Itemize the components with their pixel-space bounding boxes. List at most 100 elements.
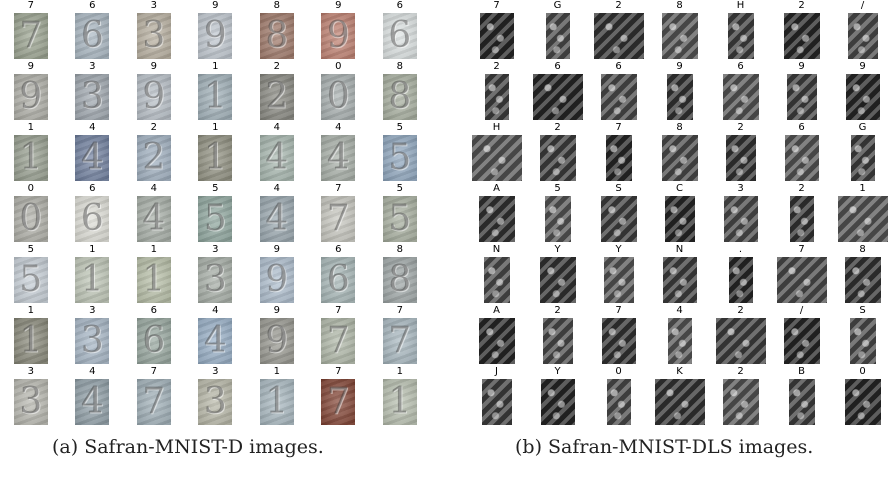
dls-cell: 2 [710, 122, 771, 183]
dls-label: 7 [493, 0, 500, 11]
d-label: 8 [273, 0, 280, 11]
dls-label: . [738, 244, 743, 255]
dls-image [539, 135, 576, 181]
d-image: 1 [198, 135, 233, 181]
dls-label: 6 [615, 61, 622, 72]
dls-image [845, 74, 880, 120]
dls-image [478, 318, 515, 364]
d-label: 5 [396, 122, 403, 133]
dls-cell: H [466, 122, 527, 183]
d-image: 6 [382, 13, 417, 59]
dls-cell: 6 [527, 61, 588, 122]
dls-cell: . [710, 244, 771, 305]
dls-cell: 9 [771, 61, 832, 122]
d-label: 1 [212, 122, 219, 133]
d-label: 9 [273, 305, 280, 316]
d-label: 2 [150, 122, 157, 133]
dls-image [600, 196, 637, 242]
d-image: 4 [136, 196, 171, 242]
dls-cell: S [832, 305, 893, 366]
d-engraved-digit: 7 [326, 381, 350, 422]
dls-label: 0 [615, 366, 622, 377]
dls-image [723, 196, 758, 242]
d-image: 1 [136, 257, 171, 303]
dls-cell: Y [527, 244, 588, 305]
d-engraved-digit: 1 [388, 381, 412, 422]
d-label: 6 [89, 183, 96, 194]
dls-image [850, 135, 875, 181]
d-label: 0 [335, 61, 342, 72]
d-engraved-digit: 7 [388, 320, 412, 361]
d-engraved-digit: 7 [326, 320, 350, 361]
d-image: 6 [75, 13, 110, 59]
d-label: 7 [150, 366, 157, 377]
d-engraved-digit: 2 [142, 137, 166, 178]
d-image: 7 [321, 318, 356, 364]
dls-label: N [492, 244, 501, 255]
dls-image [666, 74, 693, 120]
d-label: 9 [150, 61, 157, 72]
dls-label: 2 [615, 0, 622, 11]
d-label: 8 [396, 244, 403, 255]
dls-image [725, 135, 756, 181]
d-label: 6 [396, 0, 403, 11]
d-image: 5 [382, 135, 417, 181]
d-image: 8 [382, 257, 417, 303]
dls-cell: N [649, 244, 710, 305]
dls-label: B [798, 366, 805, 377]
d-engraved-digit: 8 [388, 259, 412, 300]
d-label: 4 [89, 122, 96, 133]
dls-label: 7 [615, 122, 622, 133]
d-label: 4 [150, 183, 157, 194]
dls-image [849, 318, 876, 364]
dls-image [593, 13, 644, 59]
dls-label: 6 [737, 61, 744, 72]
dls-cell: Y [527, 366, 588, 427]
dls-image [847, 13, 878, 59]
d-engraved-digit: 0 [19, 198, 43, 239]
d-engraved-digit: 5 [203, 198, 227, 239]
dls-cell: / [771, 305, 832, 366]
dls-label: H [492, 122, 501, 133]
d-engraved-digit: 9 [265, 320, 289, 361]
d-engraved-digit: 6 [388, 15, 412, 56]
d-label: 6 [89, 0, 96, 11]
d-image: 4 [321, 135, 356, 181]
d-image: 2 [259, 74, 294, 120]
d-engraved-digit: 0 [326, 76, 350, 117]
dls-label: 2 [554, 305, 561, 316]
d-engraved-digit: 9 [265, 259, 289, 300]
d-engraved-digit: 9 [326, 15, 350, 56]
dls-label: 9 [859, 61, 866, 72]
dls-label: Y [615, 244, 622, 255]
dls-cell: 2 [710, 366, 771, 427]
dls-cell: 9 [649, 61, 710, 122]
dls-cell: 2 [771, 183, 832, 244]
d-label: 3 [212, 366, 219, 377]
d-label: 8 [396, 61, 403, 72]
d-label: 6 [335, 244, 342, 255]
d-engraved-digit: 6 [80, 15, 104, 56]
dls-image [661, 135, 698, 181]
d-image: 2 [136, 135, 171, 181]
dls-image [783, 318, 820, 364]
dls-image [789, 196, 814, 242]
d-engraved-digit: 1 [19, 320, 43, 361]
dls-label: Y [554, 244, 561, 255]
dls-image [844, 257, 881, 303]
d-label: 6 [150, 305, 157, 316]
